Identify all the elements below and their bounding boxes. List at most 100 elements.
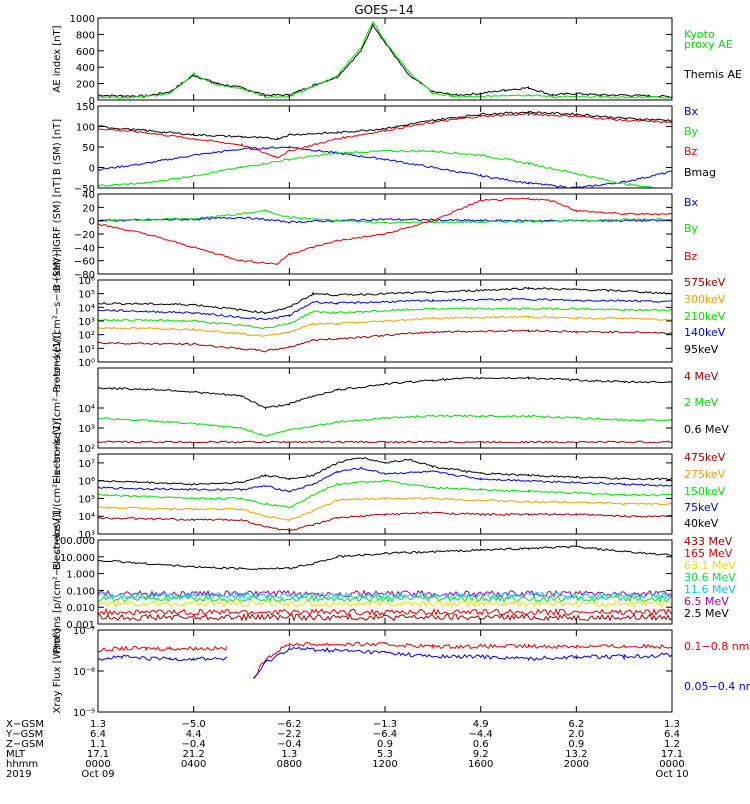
legend-entry: 275keV xyxy=(684,468,726,481)
y-tick-label: 50 xyxy=(82,143,95,154)
y-tick-label: 100 xyxy=(76,123,95,134)
ephemeris-value: 6.2 xyxy=(568,719,584,730)
series-line-3-0 xyxy=(97,286,673,315)
ephemeris-value: 5.3 xyxy=(377,749,393,760)
ephemeris-value: 1200 xyxy=(372,759,397,770)
ephemeris-value: 17.1 xyxy=(87,749,109,760)
series-line-3-4 xyxy=(97,329,673,353)
y-tick-label: 10⁰ xyxy=(78,358,95,369)
y-tick-label: 10⁴ xyxy=(78,404,95,415)
ephemeris-value: −2.2 xyxy=(277,729,301,740)
ephemeris-value: 9.2 xyxy=(473,749,489,760)
series-line-1-0 xyxy=(97,145,673,189)
y-tick-label: 100.000 xyxy=(54,536,95,547)
legend-entry: 75keV xyxy=(684,501,719,514)
legend-entry: 6.5 MeV xyxy=(684,595,729,608)
y-tick-label: 10⁻⁷ xyxy=(73,626,95,637)
series-line-6-0 xyxy=(97,545,673,571)
ephemeris-value: −6.2 xyxy=(277,719,301,730)
series-line-7-1 xyxy=(97,646,673,679)
y-tick-label: 1000 xyxy=(70,14,95,25)
y-tick-label: −80 xyxy=(74,270,95,281)
series-line-5-1 xyxy=(97,466,673,493)
y-axis-label: Xray Flux [W/m²] xyxy=(52,628,63,713)
legend-entry: 475keV xyxy=(684,451,726,464)
ephemeris-value: Oct 09 xyxy=(81,769,114,780)
ephemeris-value: −6.4 xyxy=(373,729,397,740)
ephemeris-value: 2000 xyxy=(564,759,589,770)
ephemeris-value: 0.9 xyxy=(377,739,393,750)
series-line-3-3 xyxy=(97,315,673,337)
series-line-2-0 xyxy=(97,216,673,224)
ephemeris-value: 4.9 xyxy=(473,719,489,730)
ephemeris-value: 0.6 xyxy=(473,739,489,750)
series-line-3-1 xyxy=(97,297,673,321)
series-line-1-2 xyxy=(97,112,673,159)
y-tick-label: 10³ xyxy=(78,424,95,435)
series-line-4-1 xyxy=(97,414,673,437)
panel-frame xyxy=(97,17,673,101)
legend-entry: 40keV xyxy=(684,517,719,530)
ephemeris-value: 0.9 xyxy=(568,739,584,750)
y-axis-label: B (SM)−IGRF (SM) [nT] xyxy=(52,177,63,291)
y-tick-label: 20 xyxy=(82,203,95,214)
series-line-4-0 xyxy=(97,376,673,410)
panel-1: −50 0 50 100 150 B (SM) [nT] Bx By Bz Bmag xyxy=(52,102,716,195)
ephemeris-value: 1.3 xyxy=(664,719,680,730)
y-axis-label: Electrons [1/(cm²−s−sr−keV)] xyxy=(52,418,63,570)
y-tick-label: 10¹ xyxy=(78,344,95,355)
y-tick-label: 10⁶ xyxy=(78,477,95,488)
y-tick-label: 150 xyxy=(76,102,95,113)
y-tick-label: 10³ xyxy=(78,530,95,541)
ephemeris-row-label: hhmm xyxy=(6,759,38,770)
legend-entry: Bz xyxy=(684,250,698,263)
ephemeris-value: 13.2 xyxy=(565,749,587,760)
y-axis-label: Electrons [1/(cm²−s−sr−keV)] xyxy=(52,332,63,484)
panel-2: −80 −60 −40 −20 0 20 40 B (SM)−IGRF (SM) [nT] Bx… xyxy=(52,177,699,291)
panel-6: 0.001 0.010 0.100 1.000 10.000 100.000Protons… xyxy=(52,510,736,653)
ephemeris-value: 6.4 xyxy=(90,729,106,740)
legend-entry: 0.05−0.4 nm xyxy=(684,680,750,693)
y-tick-label: 10⁶ xyxy=(78,276,95,287)
y-tick-label: 200 xyxy=(76,80,95,91)
y-tick-label: 10⁴ xyxy=(78,512,95,523)
legend-entry: Bx xyxy=(684,105,699,118)
y-axis-label: Protons [1/(cm²−s−sr−keV)] xyxy=(52,249,63,392)
ephemeris-row-label: X−GSM xyxy=(6,719,44,730)
y-axis-label: Protons [p/(cm²−s−sr−keV)] xyxy=(52,510,63,653)
ephemeris-row-label: Y−GSM xyxy=(5,729,43,740)
series-line-0-0 xyxy=(97,23,673,99)
panel-3: 10⁰ 10¹ 10² 10³ 10⁴ 10⁵ 10⁶ Protons [1/(cm²−s−s… xyxy=(52,249,726,392)
ephemeris-value: −4.4 xyxy=(469,729,493,740)
y-tick-label: 10⁻⁸ xyxy=(73,667,95,678)
ephemeris-value: 1.1 xyxy=(90,739,106,750)
y-tick-label: 800 xyxy=(76,30,95,41)
ephemeris-value: −5.0 xyxy=(182,719,206,730)
legend-entry: Bz xyxy=(684,145,698,158)
series-line-2-2 xyxy=(97,197,673,266)
ephemeris-value: 0800 xyxy=(277,759,302,770)
y-tick-label: 0 xyxy=(89,96,95,107)
panel-5: 10³ 10⁴ 10⁵ 10⁶ 10⁷ Electrons [1/(cm²−s−sr−ke… xyxy=(52,418,726,570)
legend-entry: By xyxy=(684,125,699,138)
legend-entry: 0.6 MeV xyxy=(684,423,729,436)
y-tick-label: −50 xyxy=(74,184,95,195)
chart-title: GOES−14 xyxy=(354,3,413,17)
y-tick-label: 400 xyxy=(76,63,95,74)
ephemeris-value: 0000 xyxy=(85,759,110,770)
ephemeris-value: 2.0 xyxy=(568,729,584,740)
legend-entry: 30.6 MeV xyxy=(684,571,736,584)
ephemeris-value: 1600 xyxy=(468,759,493,770)
legend-entry: 140keV xyxy=(684,326,726,339)
ephemeris-row-label: Z−GSM xyxy=(6,739,44,750)
ephemeris-row-label: MLT xyxy=(6,749,26,760)
series-line-6-2 xyxy=(97,591,673,600)
legend-entry: proxy AE xyxy=(684,38,733,51)
series-line-1-1 xyxy=(97,149,672,189)
legend-entry: 63.1 MeV xyxy=(684,559,736,572)
y-tick-label: 600 xyxy=(76,47,95,58)
ephemeris-row-label: 2019 xyxy=(6,769,31,780)
ephemeris-value: −0.4 xyxy=(182,739,206,750)
legend-entry: 4 MeV xyxy=(684,370,719,383)
